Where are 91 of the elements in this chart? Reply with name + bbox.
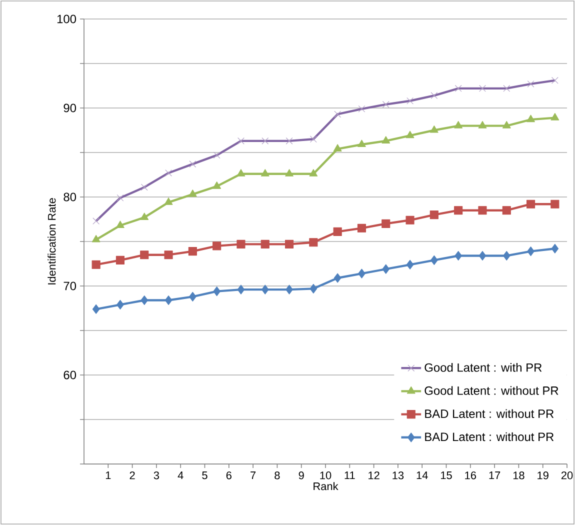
point xyxy=(333,144,342,152)
point xyxy=(550,200,560,208)
y-tick-label: 70 xyxy=(64,282,76,290)
point xyxy=(526,114,535,122)
point xyxy=(188,190,197,197)
point xyxy=(478,206,487,215)
point xyxy=(334,273,342,283)
x-tick-label: 3 xyxy=(154,472,160,480)
point xyxy=(406,260,414,270)
point xyxy=(382,219,390,228)
point xyxy=(502,250,510,261)
x-tick-label: 5 xyxy=(202,472,208,480)
point xyxy=(309,169,318,176)
point xyxy=(454,206,463,215)
point xyxy=(164,250,173,260)
point xyxy=(527,246,534,256)
y-tick-label: 90 xyxy=(64,104,76,112)
point xyxy=(236,240,246,248)
point xyxy=(551,244,559,254)
point xyxy=(260,240,270,248)
point xyxy=(237,284,245,294)
legend-label: BAD Latent : without PR xyxy=(425,409,554,418)
point xyxy=(357,224,366,232)
point xyxy=(502,121,511,128)
x-tick-label: 14 xyxy=(416,472,428,480)
point xyxy=(382,264,390,274)
x-tick-label: 15 xyxy=(440,472,452,480)
point xyxy=(454,250,462,261)
y-axis-title: Identification Rate xyxy=(48,198,56,284)
x-tick-label: 1 xyxy=(106,472,111,480)
point xyxy=(189,292,196,302)
legend-label: Good Latent : with PR xyxy=(424,363,542,372)
point xyxy=(213,286,220,296)
point xyxy=(406,216,414,224)
point xyxy=(430,210,438,220)
y-tick-label: 60 xyxy=(64,370,76,380)
point xyxy=(140,250,149,260)
point xyxy=(310,284,318,294)
x-tick-label: 12 xyxy=(368,472,380,480)
x-tick-label: 13 xyxy=(392,472,404,480)
point xyxy=(92,304,100,314)
point xyxy=(116,300,124,310)
legend-label: Good Latent : without PR xyxy=(424,386,558,395)
point xyxy=(309,238,318,247)
y-tick-label: 80 xyxy=(64,192,76,202)
legend-label: BAD Latent : without PR xyxy=(425,432,554,442)
x-tick-label: 7 xyxy=(250,472,256,480)
x-tick-label: 2 xyxy=(130,472,135,480)
x-tick-label: 8 xyxy=(274,472,280,480)
x-tick-label: 4 xyxy=(178,472,184,480)
x-tick-label: 9 xyxy=(298,472,304,480)
point xyxy=(478,250,486,261)
point xyxy=(212,242,222,250)
point xyxy=(285,169,294,176)
point xyxy=(382,136,390,144)
point xyxy=(358,140,366,148)
x-tick-label: 20 xyxy=(561,472,573,480)
point xyxy=(236,169,246,176)
point xyxy=(92,234,100,242)
point xyxy=(358,268,366,278)
x-tick-label: 6 xyxy=(226,472,232,480)
point xyxy=(140,295,148,306)
point xyxy=(116,256,125,264)
point xyxy=(164,198,173,205)
x-tick-label: 17 xyxy=(489,472,500,480)
point xyxy=(140,212,149,220)
x-tick-label: 19 xyxy=(538,472,548,480)
point xyxy=(430,255,438,265)
point xyxy=(406,130,414,138)
point xyxy=(92,260,100,269)
x-tick-label: 10 xyxy=(320,472,332,480)
x-tick-label: 18 xyxy=(513,472,524,480)
point xyxy=(286,284,293,294)
x-tick-label: 16 xyxy=(465,472,476,480)
point xyxy=(212,182,222,189)
y-tick-label: 100 xyxy=(57,14,76,24)
point xyxy=(430,125,438,133)
point xyxy=(550,113,560,120)
point xyxy=(502,206,511,215)
point xyxy=(164,295,172,306)
point xyxy=(526,200,536,208)
x-axis-title: Rank xyxy=(314,482,338,490)
point xyxy=(454,121,463,128)
point xyxy=(478,121,487,128)
point xyxy=(260,169,270,176)
x-tick-label: 11 xyxy=(344,472,355,480)
point xyxy=(261,284,269,294)
point xyxy=(284,240,294,248)
point xyxy=(116,220,124,228)
point xyxy=(188,247,197,256)
point xyxy=(333,227,342,236)
